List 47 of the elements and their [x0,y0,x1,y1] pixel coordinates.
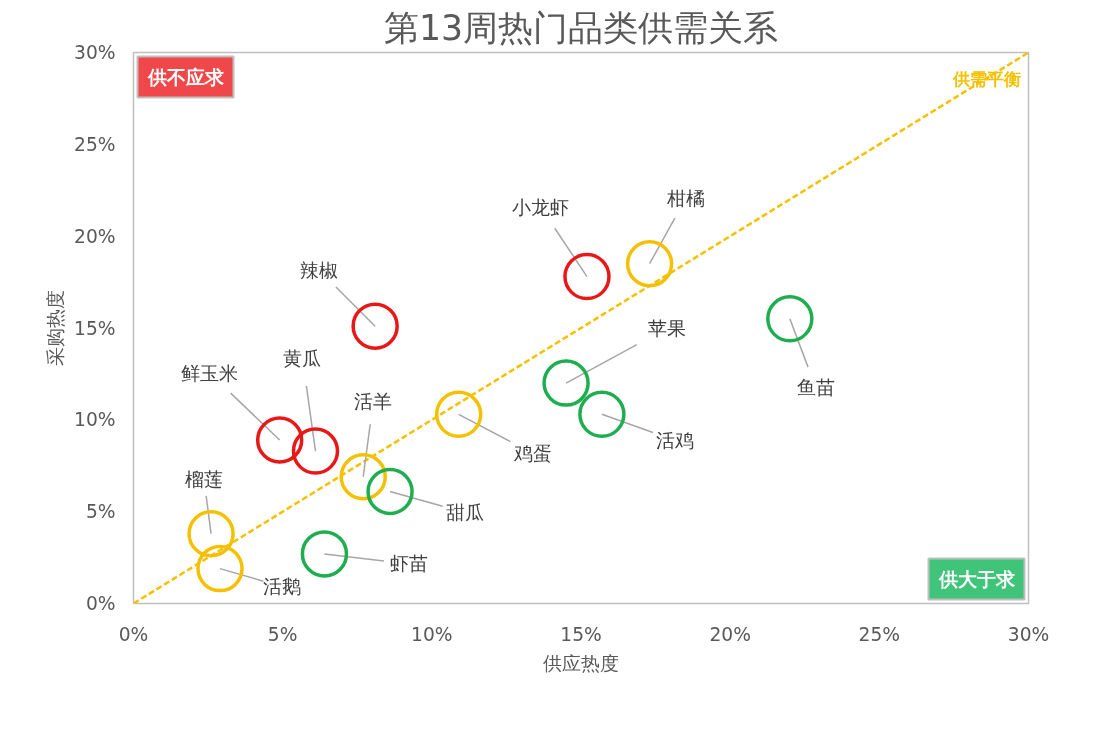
point [434,390,483,439]
chart-title: 第13周热门品类供需关系 [383,7,779,48]
y-axis-title: 采购热度 [45,290,67,366]
y-tick-label: 30% [74,42,116,63]
point [542,359,590,407]
data-label: 榴莲 [185,469,224,491]
y-tick-label: 5% [85,501,116,523]
point [366,467,414,516]
point [291,427,340,475]
point [196,544,244,593]
data-label: 活鸡 [655,429,694,451]
data-label: 辣椒 [300,259,339,281]
annotation: 供不应求 [146,66,225,88]
point [625,240,674,288]
x-tick-label: 0% [118,623,149,645]
y-tick-label: 0% [85,593,116,614]
x-tick-label: 15% [560,623,602,645]
point [766,295,814,343]
x-tick-label: 10% [411,623,453,645]
point [187,510,235,558]
x-axis-title: 供应热度 [543,652,619,674]
data-label: 苹果 [648,317,687,339]
x-tick-label: 5% [267,623,298,645]
data-label: 柑橘 [665,188,705,210]
data-label: 鲜玉米 [181,362,239,384]
data-label: 活羊 [354,391,393,413]
y-tick-label: 20% [74,225,116,247]
point [255,416,304,464]
y-tick-label: 10% [74,409,116,431]
point [351,302,399,350]
data-label: 甜瓜 [446,501,485,523]
x-tick-label: 20% [709,623,751,645]
annotation: 供大于求 [937,568,1016,590]
data-label: 活鹅 [263,576,302,598]
data-label: 黄瓜 [283,347,322,369]
point [339,453,387,501]
data-label: 鱼苗 [796,377,835,399]
y-tick-label: 15% [74,317,116,339]
y-tick-label: 25% [74,133,116,155]
point [578,390,626,439]
data-label: 鸡蛋 [512,442,552,464]
x-tick-label: 30% [1007,623,1050,645]
x-tick-label: 25% [858,623,901,645]
data-label: 小龙虾 [512,197,570,219]
data-label: 虾苗 [390,553,429,575]
point [563,252,611,301]
point [300,530,349,578]
